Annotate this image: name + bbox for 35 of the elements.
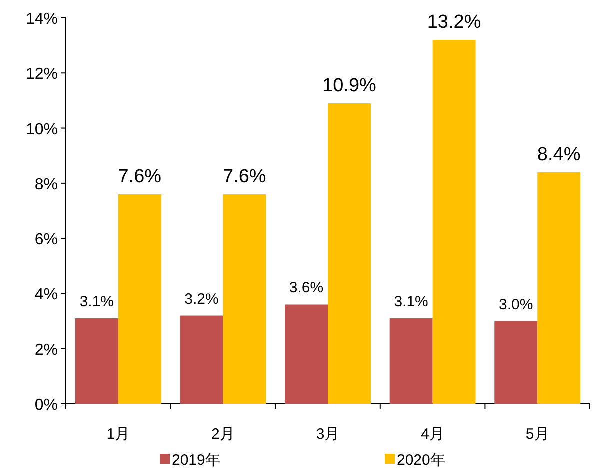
bar (180, 316, 224, 404)
data-label: 10.9% (322, 75, 377, 96)
data-label: 8.4% (537, 144, 581, 166)
y-tick-label: 2% (34, 342, 58, 359)
bar (390, 318, 433, 404)
bar (223, 194, 266, 404)
bar (494, 321, 538, 404)
data-label: 7.6% (118, 166, 162, 188)
x-tick-label: 4月 (421, 426, 444, 443)
legend-label: 2020年 (397, 452, 446, 469)
y-tick-label: 12% (26, 66, 58, 84)
x-tick-label: 5月 (526, 426, 550, 443)
y-tick-label: 8% (34, 176, 58, 194)
data-label: 13.2% (427, 12, 482, 34)
data-label: 3.2% (184, 290, 219, 308)
y-tick-label: 4% (34, 286, 58, 304)
data-label: 3.1% (394, 294, 428, 311)
data-label: 3.1% (80, 294, 114, 311)
bar (538, 172, 581, 404)
data-label: 7.6% (223, 166, 266, 188)
y-tick-label: 10% (26, 121, 58, 138)
bar (285, 304, 328, 404)
x-tick-label: 2月 (212, 426, 235, 443)
x-tick-label: 3月 (316, 426, 340, 443)
bar (75, 318, 118, 404)
y-tick-label: 0% (34, 397, 58, 414)
x-tick-label: 1月 (106, 426, 130, 443)
legend-label: 2019年 (172, 452, 220, 469)
bar (432, 40, 476, 404)
data-label: 3.6% (289, 280, 324, 297)
y-tick-label: 14% (26, 11, 58, 28)
bar (118, 194, 162, 404)
data-label: 3.0% (499, 296, 534, 314)
bar (328, 103, 371, 404)
y-tick-label: 6% (34, 232, 58, 249)
